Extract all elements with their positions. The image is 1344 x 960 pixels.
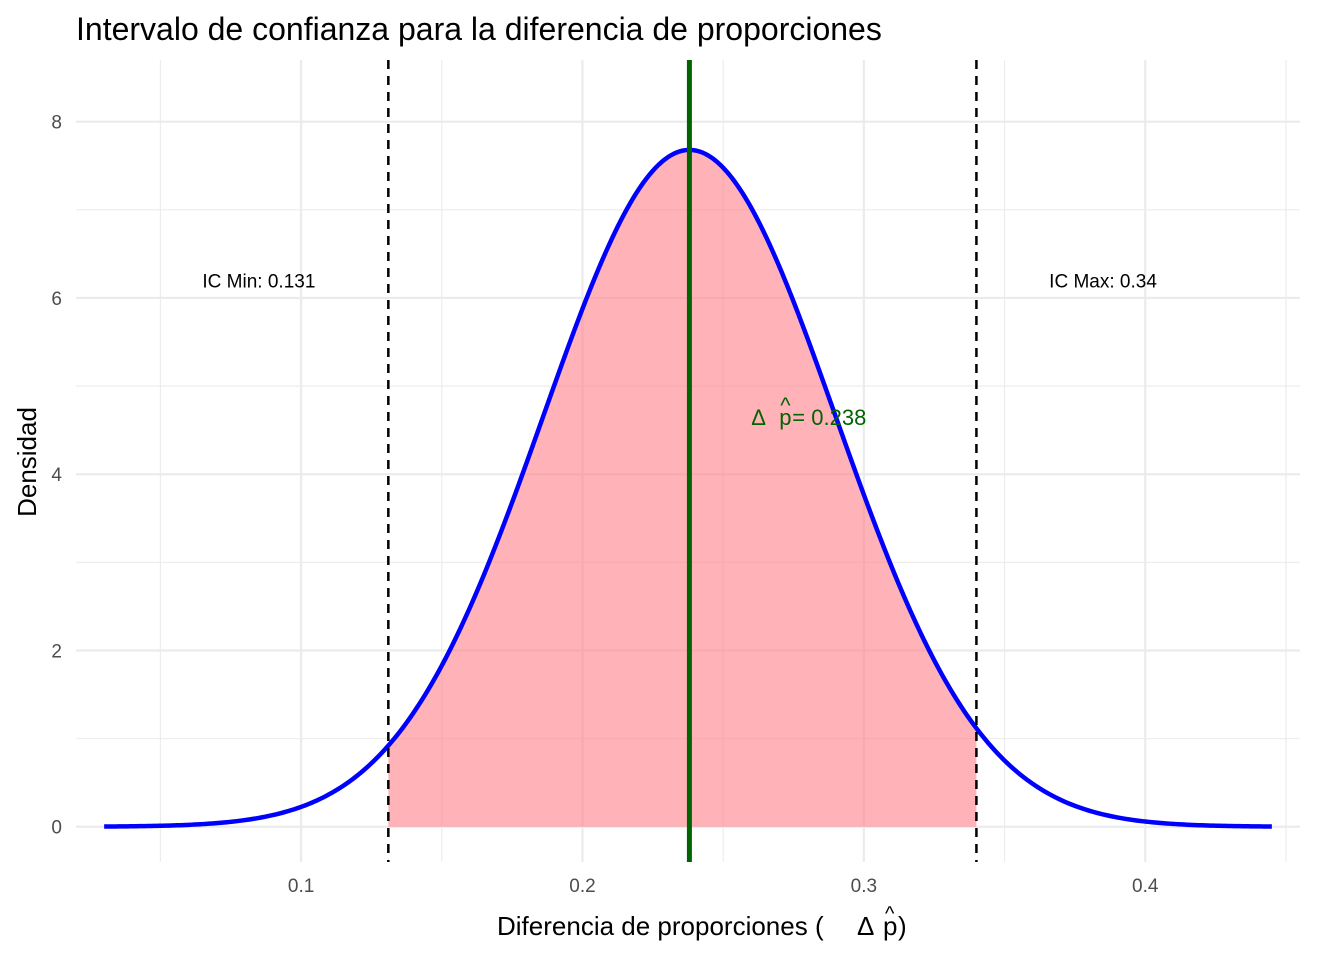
estimate-hat-letter: p xyxy=(779,405,791,430)
chart-title: Intervalo de confianza para la diferenci… xyxy=(76,11,882,47)
estimate-label: Δ ^ p = 0.238 xyxy=(751,393,866,430)
x-axis-title: Diferencia de proporciones ( Δ ^ p ) xyxy=(497,903,907,941)
reference-lines xyxy=(387,60,978,862)
x-axis-title-caret: ^ xyxy=(885,903,895,925)
ci-area-polygon xyxy=(388,149,977,827)
x-axis-title-close: ) xyxy=(898,911,907,941)
x-axis-title-delta: Δ xyxy=(857,911,874,941)
ic-min-label: IC Min: 0.131 xyxy=(202,271,315,292)
y-tick-label: 6 xyxy=(51,289,62,310)
y-tick-label: 0 xyxy=(51,818,62,839)
annotations: IC Min: 0.131 IC Max: 0.34 Δ ^ p = 0.238 xyxy=(202,271,1157,430)
estimate-value: = 0.238 xyxy=(792,405,866,430)
estimate-hat-caret: ^ xyxy=(780,393,791,418)
x-axis-title-text: Diferencia de proporciones ( xyxy=(497,911,824,941)
x-tick-label: 0.4 xyxy=(1132,876,1159,897)
ci-shaded-area xyxy=(388,149,977,827)
x-tick-label: 0.3 xyxy=(851,876,877,897)
ic-max-label: IC Max: 0.34 xyxy=(1049,271,1157,292)
y-axis-title: Densidad xyxy=(12,407,42,517)
y-tick-label: 4 xyxy=(51,465,62,486)
x-tick-label: 0.1 xyxy=(288,876,314,897)
y-tick-label: 8 xyxy=(51,113,62,134)
axis-ticks: 0.1 0.2 0.3 0.4 0 2 4 6 8 xyxy=(51,113,1158,897)
estimate-delta-symbol: Δ xyxy=(751,405,766,430)
x-axis-title-p: p xyxy=(883,911,897,941)
y-tick-label: 2 xyxy=(51,641,62,662)
x-tick-label: 0.2 xyxy=(569,876,595,897)
